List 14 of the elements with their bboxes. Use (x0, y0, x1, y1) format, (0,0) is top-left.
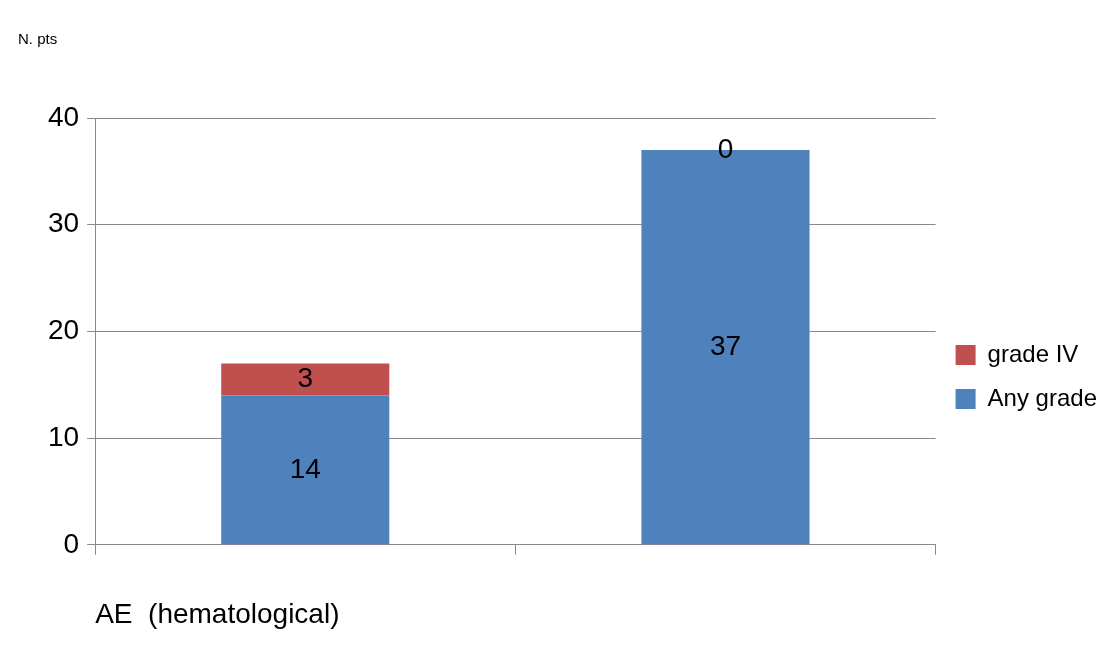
y-tick-label: 10 (47, 420, 80, 452)
legend-label: Any grade (987, 383, 1097, 411)
x-axis-title: AE (hematological) (95, 597, 340, 629)
y-tick-label: 0 (63, 527, 80, 559)
y-tick-label: 40 (47, 100, 80, 132)
bar (221, 395, 390, 545)
y-tick-label: 30 (47, 207, 80, 239)
data-label: 3 (297, 362, 314, 394)
y-axis-title: N. pts (18, 29, 58, 47)
legend-label: grade IV (987, 339, 1079, 367)
data-label: 37 (709, 329, 742, 361)
bar (221, 363, 390, 396)
data-label: 14 (289, 452, 321, 484)
y-tick-label: 20 (47, 314, 80, 346)
